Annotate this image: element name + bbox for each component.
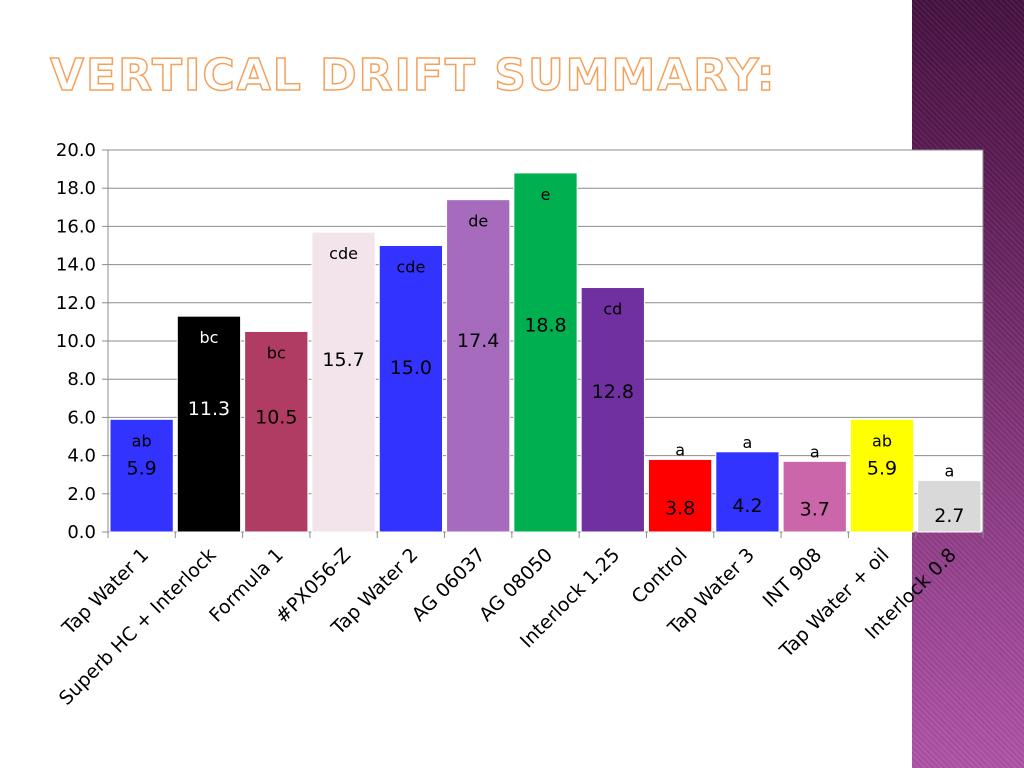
value-label: 2.7 — [934, 505, 964, 527]
category-label: Control — [628, 544, 692, 608]
value-label: 5.9 — [867, 458, 897, 480]
category-label: INT 908 — [759, 544, 827, 612]
bar — [176, 315, 242, 533]
group-letter-label: cd — [603, 300, 622, 319]
y-tick-label: 18.0 — [56, 178, 96, 199]
value-label: 4.2 — [732, 495, 762, 517]
y-tick-label: 14.0 — [56, 255, 96, 276]
value-label: 10.5 — [255, 407, 297, 429]
group-letter-label: de — [468, 212, 488, 231]
bar — [715, 451, 780, 533]
group-letter-label: a — [675, 440, 685, 459]
y-tick-label: 8.0 — [67, 369, 96, 390]
group-letter-label: bc — [267, 343, 286, 362]
value-label: 5.9 — [127, 458, 157, 480]
group-letter-label: cde — [396, 258, 425, 277]
bar — [647, 458, 713, 533]
value-label: 15.7 — [322, 349, 364, 371]
bar — [849, 418, 915, 533]
bar — [446, 199, 511, 533]
y-tick-label: 4.0 — [67, 446, 96, 467]
value-label: 12.8 — [592, 381, 634, 403]
y-tick-label: 20.0 — [56, 140, 96, 161]
group-letter-label: ab — [132, 431, 152, 450]
bar — [917, 479, 982, 533]
group-letter-label: bc — [199, 328, 218, 347]
value-label: 3.7 — [800, 498, 830, 520]
bar — [580, 287, 645, 533]
group-letter-label: e — [541, 185, 551, 204]
slide-title: Vertical Drift Summary: — [49, 49, 777, 102]
y-tick-label: 2.0 — [67, 484, 96, 505]
y-tick-label: 16.0 — [56, 216, 96, 237]
value-label: 17.4 — [457, 330, 499, 352]
y-tick-label: 10.0 — [56, 331, 96, 352]
value-label: 11.3 — [188, 398, 230, 420]
value-label: 3.8 — [665, 498, 695, 520]
group-letter-label: a — [810, 442, 820, 461]
value-label: 18.8 — [524, 315, 566, 337]
bar — [782, 460, 847, 533]
bar — [109, 418, 174, 533]
y-tick-label: 6.0 — [67, 407, 96, 428]
group-letter-label: a — [944, 461, 954, 480]
value-label: 15.0 — [390, 357, 432, 379]
group-letter-label: a — [743, 433, 753, 452]
bar — [378, 245, 444, 533]
group-letter-label: ab — [872, 431, 892, 450]
group-letter-label: cde — [329, 244, 358, 263]
bar — [311, 231, 376, 533]
y-tick-label: 12.0 — [56, 293, 96, 314]
bar — [513, 172, 578, 533]
bar — [244, 330, 309, 533]
y-tick-label: 0.0 — [67, 522, 96, 543]
